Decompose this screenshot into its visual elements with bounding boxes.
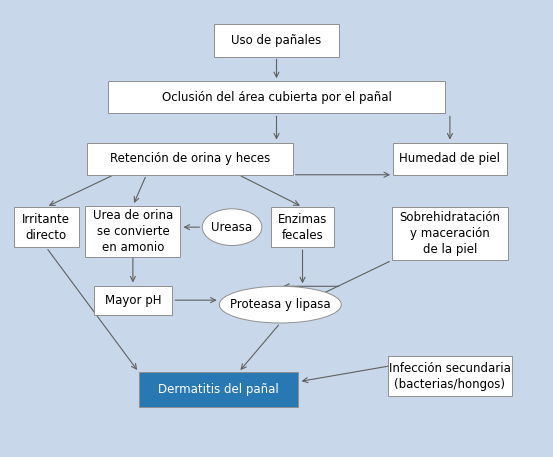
FancyBboxPatch shape (392, 207, 508, 260)
FancyBboxPatch shape (108, 81, 445, 113)
Ellipse shape (202, 209, 262, 245)
Text: Uso de pañales: Uso de pañales (231, 34, 322, 47)
Text: Irritante
directo: Irritante directo (22, 213, 70, 242)
Text: Mayor pH: Mayor pH (105, 294, 161, 307)
FancyBboxPatch shape (93, 286, 172, 315)
FancyBboxPatch shape (86, 206, 180, 257)
Text: Enzimas
fecales: Enzimas fecales (278, 213, 327, 242)
FancyBboxPatch shape (214, 24, 339, 57)
Text: Retención de orina y heces: Retención de orina y heces (109, 152, 270, 165)
FancyBboxPatch shape (388, 356, 512, 396)
FancyBboxPatch shape (393, 143, 507, 175)
Text: Urea de orina
se convierte
en amonio: Urea de orina se convierte en amonio (93, 209, 173, 254)
Text: Ureasa: Ureasa (211, 221, 253, 234)
Text: Oclusión del área cubierta por el pañal: Oclusión del área cubierta por el pañal (161, 91, 392, 104)
Text: Dermatitis del pañal: Dermatitis del pañal (158, 383, 279, 396)
FancyBboxPatch shape (139, 372, 299, 407)
Text: Infección secundaria
(bacterias/hongos): Infección secundaria (bacterias/hongos) (389, 362, 511, 391)
Text: Sobrehidratación
y maceración
de la piel: Sobrehidratación y maceración de la piel (399, 212, 500, 256)
FancyBboxPatch shape (14, 207, 79, 247)
Text: Humedad de piel: Humedad de piel (399, 152, 500, 165)
FancyBboxPatch shape (87, 143, 293, 175)
Text: Proteasa y lipasa: Proteasa y lipasa (230, 298, 331, 311)
Ellipse shape (220, 286, 341, 323)
FancyBboxPatch shape (272, 207, 333, 247)
